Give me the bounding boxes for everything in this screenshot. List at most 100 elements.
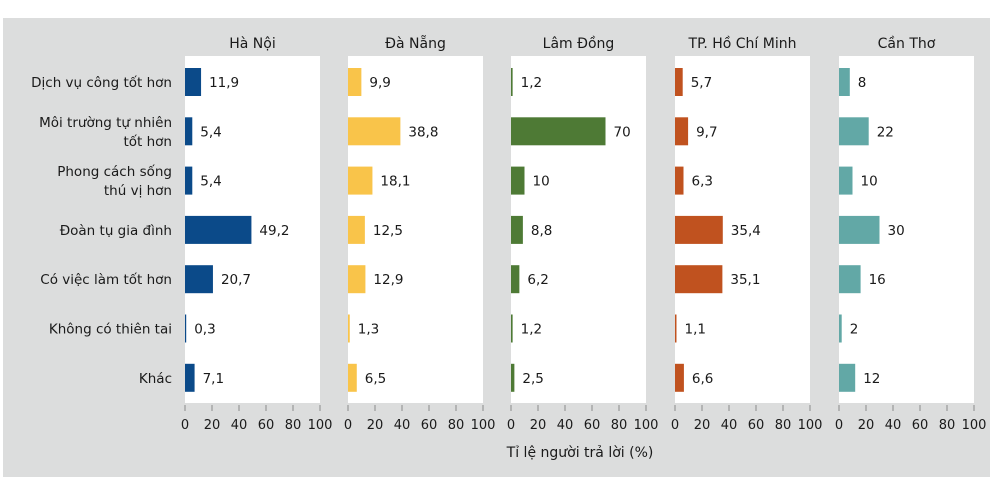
bar xyxy=(675,265,723,294)
bar xyxy=(839,314,842,343)
bar xyxy=(839,363,856,392)
data-label: 12,9 xyxy=(373,272,403,288)
x-tick-label: 40 xyxy=(394,418,411,433)
data-label: 20,7 xyxy=(221,272,251,288)
x-tick-label: 80 xyxy=(775,418,792,433)
category-label: thú vị hơn xyxy=(104,183,172,199)
x-tick-label: 80 xyxy=(285,418,302,433)
bar xyxy=(511,215,523,244)
bar xyxy=(348,117,401,146)
data-label: 35,4 xyxy=(731,223,761,239)
data-label: 5,4 xyxy=(200,124,221,140)
data-label: 35,1 xyxy=(730,272,760,288)
data-label: 1,2 xyxy=(521,75,542,91)
data-label: 10 xyxy=(533,174,550,190)
data-label: 6,3 xyxy=(692,174,713,190)
bar xyxy=(839,117,869,146)
chart-background xyxy=(3,18,990,477)
bar xyxy=(511,265,520,294)
bar xyxy=(839,265,861,294)
bar xyxy=(185,68,202,96)
category-label: Phong cách sống xyxy=(57,163,172,180)
bar xyxy=(675,166,684,195)
bar xyxy=(839,68,850,96)
x-tick-label: 20 xyxy=(530,418,547,433)
category-label: Đoàn tụ gia đình xyxy=(60,223,172,239)
x-tick-label: 80 xyxy=(939,418,956,433)
bar xyxy=(839,166,853,195)
x-tick-label: 80 xyxy=(448,418,465,433)
bar xyxy=(675,68,683,96)
data-label: 70 xyxy=(614,124,631,140)
data-label: 11,9 xyxy=(209,75,239,91)
panel-title: Đà Nẵng xyxy=(385,35,446,52)
bar xyxy=(348,166,373,195)
data-label: 1,1 xyxy=(684,322,705,338)
x-tick-label: 100 xyxy=(471,418,496,433)
x-tick-label: 80 xyxy=(611,418,628,433)
bar xyxy=(185,363,195,392)
bar xyxy=(185,314,187,343)
x-tick-label: 60 xyxy=(748,418,765,433)
data-label: 16 xyxy=(869,272,886,288)
x-tick-label: 60 xyxy=(258,418,275,433)
data-label: 2,5 xyxy=(522,371,543,387)
data-label: 38,8 xyxy=(408,124,438,140)
data-label: 9,9 xyxy=(369,75,390,91)
category-label: Dịch vụ công tốt hơn xyxy=(31,74,172,91)
data-label: 5,4 xyxy=(200,174,221,190)
panel-title: Cần Thơ xyxy=(878,36,936,52)
x-tick-label: 0 xyxy=(507,418,515,433)
bar xyxy=(511,314,513,343)
x-tick-label: 0 xyxy=(671,418,679,433)
x-tick-label: 100 xyxy=(798,418,823,433)
x-tick-label: 0 xyxy=(181,418,189,433)
category-label: Môi trường tự nhiên xyxy=(39,115,172,131)
bar xyxy=(675,117,689,146)
x-tick-label: 100 xyxy=(962,418,987,433)
x-tick-label: 40 xyxy=(557,418,574,433)
data-label: 30 xyxy=(888,223,905,239)
bar xyxy=(675,363,684,392)
x-tick-label: 60 xyxy=(584,418,601,433)
panel-title: Hà Nội xyxy=(229,36,275,52)
bar xyxy=(348,265,366,294)
bar xyxy=(348,314,350,343)
data-label: 6,5 xyxy=(365,371,386,387)
x-tick-label: 60 xyxy=(912,418,929,433)
bar xyxy=(185,117,193,146)
bar xyxy=(675,314,677,343)
data-label: 7,1 xyxy=(203,371,224,387)
data-label: 12,5 xyxy=(373,223,403,239)
bar xyxy=(185,166,193,195)
bar xyxy=(348,68,362,96)
plot-area xyxy=(511,56,646,403)
data-label: 1,3 xyxy=(358,322,379,338)
data-label: 12 xyxy=(863,371,880,387)
data-label: 5,7 xyxy=(691,75,712,91)
bar xyxy=(839,215,880,244)
x-tick-label: 20 xyxy=(858,418,875,433)
bar xyxy=(185,265,213,294)
panel-title: TP. Hồ Chí Minh xyxy=(688,35,797,52)
x-tick-label: 20 xyxy=(694,418,711,433)
data-label: 8 xyxy=(858,75,867,91)
x-tick-label: 20 xyxy=(367,418,384,433)
category-label: tốt hơn xyxy=(123,133,172,150)
data-label: 2 xyxy=(850,322,859,338)
data-label: 49,2 xyxy=(259,223,289,239)
panel-title: Lâm Đồng xyxy=(543,35,615,52)
x-tick-label: 100 xyxy=(634,418,659,433)
data-label: 22 xyxy=(877,124,894,140)
category-label: Có việc làm tốt hơn xyxy=(40,271,172,288)
plot-area xyxy=(348,56,483,403)
bar xyxy=(348,363,357,392)
bar xyxy=(675,215,723,244)
bar xyxy=(511,166,525,195)
bar xyxy=(511,117,606,146)
data-label: 9,7 xyxy=(696,124,717,140)
x-tick-label: 60 xyxy=(421,418,438,433)
data-label: 6,6 xyxy=(692,371,713,387)
x-tick-label: 0 xyxy=(344,418,352,433)
